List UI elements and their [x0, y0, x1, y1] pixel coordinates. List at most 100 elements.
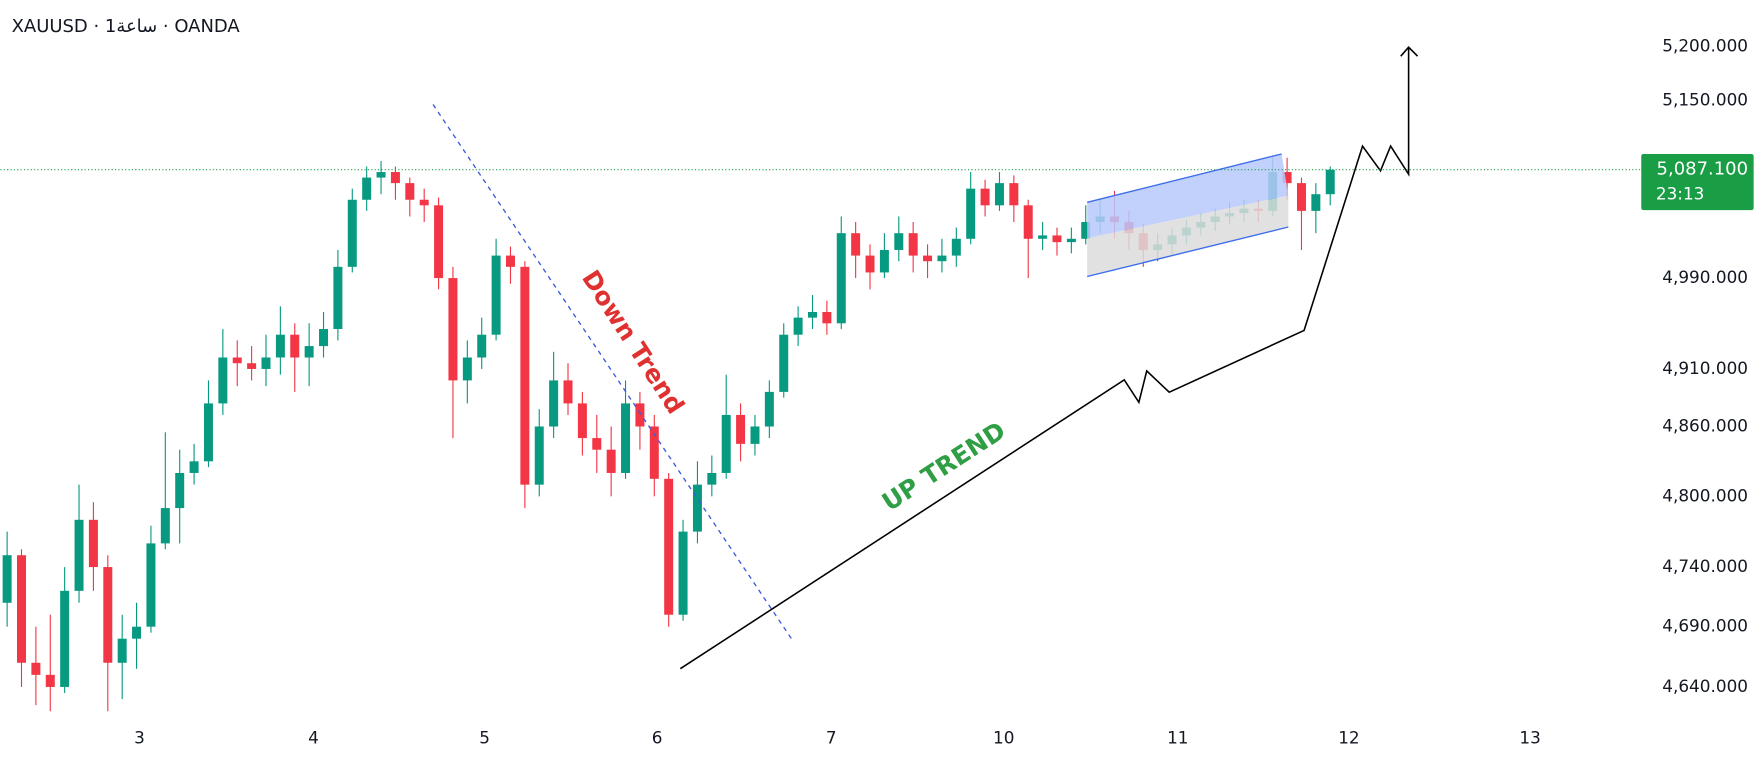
annotation: Down Trend — [576, 265, 690, 419]
candle-body — [707, 472, 717, 485]
candle-body — [822, 311, 832, 324]
candle-body — [678, 531, 688, 615]
candle-body — [31, 662, 41, 675]
candle-body — [462, 357, 472, 381]
channel-bottom — [1087, 226, 1289, 278]
candle-body — [1066, 238, 1076, 243]
candle-body — [132, 626, 142, 639]
candle-body — [994, 183, 1004, 206]
y-tick-label: 4,800.000 — [1662, 485, 1748, 505]
candle-body — [908, 233, 918, 256]
candle-body — [563, 380, 573, 404]
y-tick-label: 4,910.000 — [1662, 358, 1748, 378]
countdown: 23:13 — [1656, 183, 1705, 203]
candle-body — [175, 472, 185, 509]
candle-body — [966, 188, 976, 239]
candle-body — [951, 238, 961, 256]
candle-body — [1023, 205, 1033, 239]
candle-body — [736, 414, 746, 444]
last-price-box — [1641, 153, 1754, 211]
candle-body — [362, 177, 372, 200]
candle-body — [304, 346, 314, 358]
candle-body — [1311, 194, 1321, 211]
candle-body — [247, 363, 257, 369]
candle-body — [764, 391, 774, 427]
candle-body — [448, 278, 458, 381]
candle-body — [146, 543, 156, 627]
candle-body — [117, 638, 127, 663]
y-tick-label: 4,640.000 — [1662, 676, 1748, 696]
x-tick-label: 10 — [993, 727, 1014, 747]
x-tick-label: 6 — [652, 727, 663, 747]
chart-title: XAUUSD · 1ساعة · OANDA — [12, 16, 241, 37]
candle-body — [606, 449, 616, 473]
candle-body — [592, 438, 602, 450]
candle-body — [218, 357, 228, 404]
channel-lower — [1087, 195, 1289, 277]
candle-body — [937, 255, 947, 262]
candle-body — [577, 403, 587, 439]
candle-body — [17, 555, 27, 663]
y-tick-label: 5,150.000 — [1662, 90, 1748, 110]
candle-body — [275, 334, 285, 358]
candle-body — [434, 205, 444, 279]
candle-body — [203, 403, 213, 462]
candle-body — [347, 199, 357, 267]
candle-body — [189, 461, 199, 473]
candle-body — [923, 255, 933, 262]
candle-body — [1282, 172, 1292, 184]
x-tick-label: 4 — [308, 727, 319, 747]
candle-body — [290, 334, 300, 358]
candle-body — [477, 334, 487, 358]
x-tick-label: 13 — [1519, 727, 1540, 747]
candle-body — [750, 426, 760, 444]
x-tick-label: 3 — [134, 727, 145, 747]
candle-body — [894, 233, 904, 250]
candle-body — [319, 329, 329, 347]
candle-body — [635, 403, 645, 427]
candle-body — [232, 357, 242, 364]
drawings — [432, 46, 1419, 670]
candle-body — [45, 674, 55, 687]
candle-body — [419, 199, 429, 206]
candle-body — [1009, 183, 1019, 206]
candle-body — [390, 172, 400, 184]
y-tick-label: 4,860.000 — [1662, 415, 1748, 435]
candle-body — [333, 266, 343, 330]
candle-body — [1038, 235, 1048, 239]
candle-body — [1325, 169, 1335, 195]
candle-body — [1081, 222, 1091, 239]
candle-body — [793, 317, 803, 335]
x-tick-label: 5 — [479, 727, 490, 747]
candle-body — [879, 249, 889, 273]
candle-body — [261, 357, 271, 369]
projection-path — [679, 46, 1419, 670]
plot — [2, 155, 1335, 712]
y-tick-label: 5,200.000 — [1662, 35, 1748, 55]
candle-body — [721, 414, 731, 473]
candle-body — [1296, 183, 1306, 211]
candle-body — [160, 508, 170, 544]
candle-body — [505, 255, 515, 267]
candle-body — [549, 380, 559, 427]
channel-upper — [1087, 153, 1289, 239]
candle-body — [520, 266, 530, 485]
candle-body — [2, 555, 12, 603]
candle-body — [60, 590, 70, 687]
y-tick-label: 4,690.000 — [1662, 616, 1748, 636]
candle-body — [74, 519, 84, 591]
x-tick-label: 12 — [1338, 727, 1359, 747]
y-tick-label: 4,990.000 — [1662, 267, 1748, 287]
candle-body — [621, 403, 631, 473]
candle-body — [808, 311, 817, 318]
candle-body — [405, 183, 415, 200]
candle-body — [534, 426, 544, 485]
candle-body — [851, 233, 861, 256]
downtrend-line — [432, 104, 794, 641]
candle-body — [980, 188, 990, 206]
candle-body — [649, 426, 659, 479]
last-price-label: 5,087.100 — [1657, 159, 1748, 180]
candle-body — [376, 172, 386, 178]
